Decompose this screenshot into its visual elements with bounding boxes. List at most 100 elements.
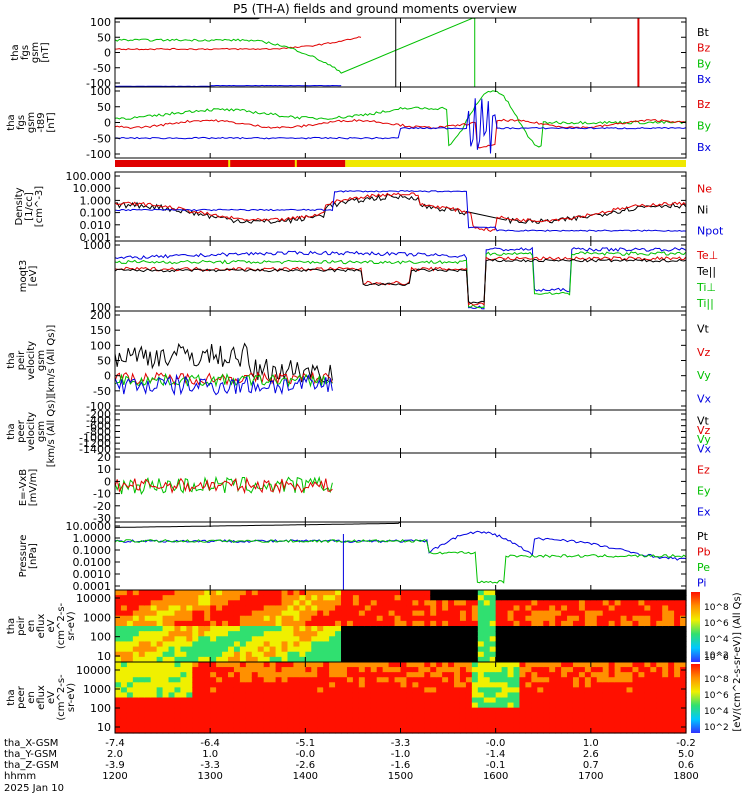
spectrogram-cell [263,595,271,601]
spectrogram-cell [668,722,675,729]
spectrogram-cell [210,595,217,601]
spectrogram-cell [287,646,295,653]
spectrogram-cell [287,702,295,709]
spectrogram-cell [674,610,681,617]
spectrogram-cell [596,667,604,673]
legend-entry: By [697,57,712,70]
spectrogram-cell [275,717,283,724]
spectrogram-cell [543,605,550,612]
spectrogram-cell [507,610,515,617]
spectrogram-cell [305,727,312,734]
spectrogram-cell [442,702,449,709]
spectrogram-cell [192,722,199,729]
spectrogram-cell [578,667,586,673]
spectrogram-cell [561,667,568,673]
spectrogram-cell [477,717,485,724]
colorbar-tick: 10^4 [704,635,729,645]
spectrogram-cell [305,641,312,648]
spectrogram-cell [596,697,604,704]
spectrogram-cell [132,605,140,612]
spectrogram-cell [358,717,366,724]
spectrogram-cell [626,641,634,648]
y-tick-label: 1000 [83,239,111,252]
spectrogram-cell [412,692,419,699]
spectrogram-cell [525,717,532,724]
spectrogram-cell [459,692,467,699]
spectrogram-cell [216,667,223,673]
spectrogram-cell [317,672,324,678]
spectrogram-cell [115,626,122,632]
spectrogram-cell [477,636,485,643]
spectrogram-cell [614,662,622,668]
spectrogram-cell [388,677,396,683]
spectrogram-cell [370,610,378,617]
spectrogram-cell [471,702,479,709]
spectrogram-cell [346,595,354,601]
spectrogram-cell [644,677,651,683]
spectrogram-cell [483,667,491,673]
spectrogram-cell [138,712,146,719]
spectrogram-cell [228,702,235,709]
y-tick-label: 0.010 [80,219,112,232]
spectrogram-cell [233,682,241,688]
spectrogram-cell [644,662,651,668]
spectrogram-cell [471,682,479,688]
spectrogram-cell [311,636,318,643]
spectrogram-cell [489,590,497,596]
spectrogram-cell [156,662,164,668]
spectrogram-cell [650,590,657,596]
spectrogram-cell [287,651,295,658]
spectrogram-cell [596,620,604,627]
spectrogram-cell [228,610,235,617]
y-tick-label: 200 [90,309,111,322]
spectrogram-cell [561,702,568,709]
spectrogram-cell [590,727,598,734]
spectrogram-cell [567,600,574,607]
spectrogram-cell [305,636,312,643]
spectrogram-cell [680,590,687,596]
spectrogram-cell [567,615,574,622]
spectrogram-cell [400,707,408,714]
spectrogram-cell [168,656,176,663]
spectrogram-cell [644,682,651,688]
spectrogram-cell [216,626,223,632]
spectrogram-cell [662,697,669,704]
spectrogram-cell [222,600,229,607]
spectrogram-cell [656,712,663,719]
y-tick-label: -200 [86,408,111,421]
spectrogram-cell [578,610,586,617]
spectrogram-cell [656,707,663,714]
spectrogram-cell [674,590,681,596]
spectrogram-cell [180,707,187,714]
spectrogram-cell [216,727,223,734]
spectrogram-cell [674,600,681,607]
spectrogram-cell [549,636,556,643]
spectrogram-cell [596,672,604,678]
spectrogram-cell [317,605,324,612]
spectrogram-cell [186,722,193,729]
spectrogram-cell [680,646,687,653]
spectrogram-cell [329,636,336,643]
spectrogram-cell [680,656,687,663]
spectrogram-cell [525,615,532,622]
spectrogram-cell [680,687,687,694]
legend-entry: Vz [697,424,711,437]
spectrogram-cell [459,620,467,627]
spectrogram-cell [317,636,324,643]
series-ni [114,193,687,225]
spectrogram-cell [251,672,259,678]
spectrogram-cell [400,631,408,637]
spectrogram-cell [323,692,330,699]
spectrogram-cell [620,620,628,627]
spectrogram-cell [192,646,199,653]
spectrogram-cell [412,615,419,622]
spectrogram-cell [150,677,158,683]
spectrogram-cell [335,631,342,637]
spectrogram-cell [674,667,681,673]
spectrogram-cell [412,707,419,714]
spectrogram-cell [680,662,687,668]
spectrogram-cell [281,687,289,694]
spectrogram-cell [436,672,443,678]
spectrogram-cell [644,692,651,699]
spectrogram-cell [162,641,170,648]
